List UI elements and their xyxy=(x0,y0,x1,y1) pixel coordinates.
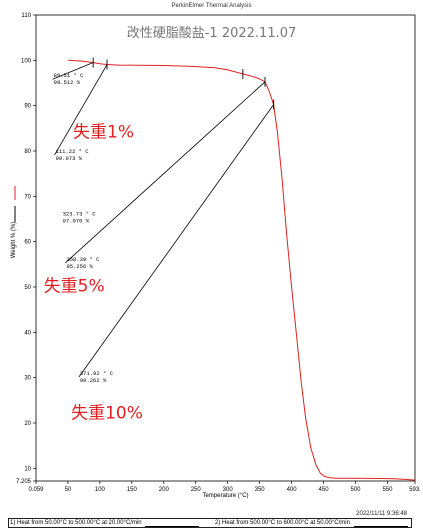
y-tick-label: 70 xyxy=(24,194,31,200)
x-tick-label: 300 xyxy=(223,487,234,493)
y-tick-label: 40 xyxy=(24,330,31,336)
x-tick-label: 400 xyxy=(287,487,298,493)
annotation-label: 371.92 ° C xyxy=(80,370,114,377)
annotation-label: 97.070 % xyxy=(63,217,90,224)
x-tick-label: 450 xyxy=(319,487,330,493)
y-tick-label: 7.205 xyxy=(16,479,32,485)
annotation-label: 95.256 % xyxy=(66,263,93,270)
legend-item-2: 2) Heat from 500.00°C to 600.00°C at 50.… xyxy=(215,519,408,527)
annotation-label: 111.22 ° C xyxy=(56,148,90,155)
legend-text: Heat from 50.00°C to 500.00°C at 20.00°C… xyxy=(17,520,142,526)
x-tick-label: 500 xyxy=(350,487,361,493)
annotation-label: 99.512 % xyxy=(54,79,81,86)
legend-swatch xyxy=(145,520,200,527)
x-tick-label: 0.059 xyxy=(28,487,44,493)
legend-item-1: 1) Heat from 50.00°C to 500.00°C at 20.0… xyxy=(10,519,200,527)
weight-loss-label: 失重1% xyxy=(73,122,134,142)
legend-frame xyxy=(8,518,412,528)
app-title: PerkinElmer Thermal Analysis xyxy=(171,3,252,9)
annotation-label: 89.51 ° C xyxy=(54,72,84,79)
annotation-label: 90.262 % xyxy=(80,377,107,384)
weight-loss-label: 失重10% xyxy=(71,403,143,423)
y-axis-label: Weight % (%) xyxy=(11,222,17,259)
annotation-label: 323.73 ° C xyxy=(63,210,97,217)
annotation-leader xyxy=(78,104,274,378)
timestamp: 2022/11/11 9:36:48 xyxy=(356,511,407,517)
y-tick-label: 100 xyxy=(21,58,32,64)
y-tick-label: 30 xyxy=(24,376,31,382)
chart-title: 改性硬脂酸盐-1 2022.11.07 xyxy=(126,26,297,41)
weight-loss-label: 失重5% xyxy=(44,277,105,297)
y-tick-label: 60 xyxy=(24,240,31,246)
y-tick-label: 20 xyxy=(24,421,31,427)
x-tick-label: 100 xyxy=(95,487,106,493)
legend-index: 2) xyxy=(215,520,221,526)
y-tick-label: 10 xyxy=(24,466,31,472)
x-tick-label: 150 xyxy=(127,487,138,493)
legend-text: Heat from 500.00°C to 600.00°C at 50.00°… xyxy=(222,520,350,526)
y-tick-label: 90 xyxy=(24,104,31,110)
x-tick-label: 350 xyxy=(255,487,266,493)
x-axis-label: Temperature (°C) xyxy=(202,493,248,499)
x-tick-label: 250 xyxy=(191,487,202,493)
annotation-leader xyxy=(54,64,108,156)
x-tick-label: 550 xyxy=(382,487,393,493)
annotation-leader xyxy=(52,62,94,80)
legend-swatch xyxy=(353,520,408,527)
legend-index: 1) xyxy=(10,520,16,526)
annotation-label: 358.39 ° C xyxy=(66,256,100,263)
tga-curve xyxy=(67,59,415,481)
legend: 1) Heat from 50.00°C to 500.00°C at 20.0… xyxy=(10,519,412,528)
x-tick-label: 200 xyxy=(159,487,170,493)
x-tick-label: 593. xyxy=(409,487,421,493)
y-tick-label: 110 xyxy=(21,13,31,19)
y-tick-label: 50 xyxy=(24,285,31,291)
plot-frame xyxy=(35,14,416,482)
annotation-leader xyxy=(65,81,266,264)
x-tick-label: 50 xyxy=(65,487,72,493)
annotation-label: 99.073 % xyxy=(56,155,83,162)
y-tick-label: 80 xyxy=(24,149,31,155)
